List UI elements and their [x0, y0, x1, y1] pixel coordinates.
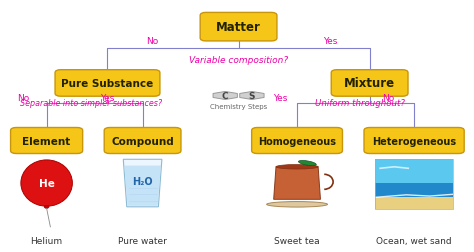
Polygon shape — [273, 167, 320, 200]
Text: Homogeneous: Homogeneous — [258, 136, 336, 146]
FancyBboxPatch shape — [10, 128, 82, 154]
Polygon shape — [213, 92, 237, 100]
Ellipse shape — [21, 160, 73, 206]
Text: Element: Element — [22, 136, 71, 146]
FancyBboxPatch shape — [375, 197, 453, 209]
Ellipse shape — [299, 161, 316, 166]
Text: Sweet tea: Sweet tea — [274, 236, 320, 245]
Text: C: C — [222, 92, 228, 101]
Ellipse shape — [276, 165, 318, 169]
Text: Ocean, wet sand: Ocean, wet sand — [376, 236, 452, 245]
Polygon shape — [123, 160, 162, 207]
Text: Separable into simpler substances?: Separable into simpler substances? — [20, 99, 162, 108]
FancyBboxPatch shape — [200, 13, 277, 42]
Ellipse shape — [44, 205, 49, 208]
Text: Matter: Matter — [216, 21, 261, 34]
FancyBboxPatch shape — [55, 70, 160, 97]
FancyBboxPatch shape — [375, 160, 453, 184]
Text: He: He — [39, 178, 55, 188]
Text: Variable composition?: Variable composition? — [189, 55, 288, 65]
Text: Chemistry Steps: Chemistry Steps — [210, 104, 267, 110]
Text: Compound: Compound — [111, 136, 174, 146]
Text: Uniform throughout?: Uniform throughout? — [315, 99, 405, 108]
Text: No: No — [382, 94, 394, 103]
Text: Yes: Yes — [273, 94, 288, 103]
Text: No: No — [146, 37, 158, 46]
Text: Pure Substance: Pure Substance — [61, 79, 154, 89]
FancyBboxPatch shape — [104, 128, 181, 154]
Text: Helium: Helium — [30, 236, 63, 245]
FancyBboxPatch shape — [375, 183, 453, 199]
Text: Yes: Yes — [100, 94, 115, 103]
FancyBboxPatch shape — [252, 128, 343, 154]
Polygon shape — [124, 166, 161, 206]
Polygon shape — [240, 92, 264, 100]
Text: Pure water: Pure water — [118, 236, 167, 245]
FancyBboxPatch shape — [364, 128, 464, 154]
Text: No: No — [17, 94, 29, 103]
FancyBboxPatch shape — [331, 70, 408, 97]
Text: Heterogeneous: Heterogeneous — [372, 136, 456, 146]
Text: Mixture: Mixture — [344, 77, 395, 90]
Text: S: S — [249, 92, 255, 101]
Text: H₂O: H₂O — [132, 176, 153, 186]
Ellipse shape — [267, 202, 328, 207]
Text: Yes: Yes — [323, 37, 337, 46]
